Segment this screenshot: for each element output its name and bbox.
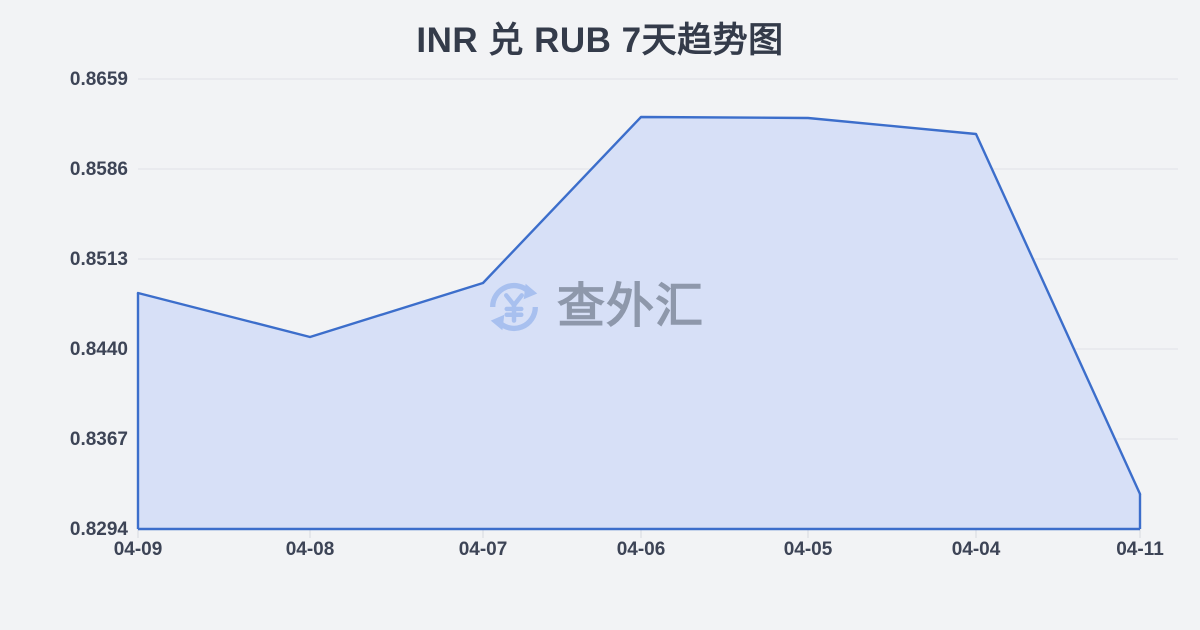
x-axis-tick-label: 04-08 (285, 539, 335, 560)
series-area-fill (138, 117, 1140, 529)
x-axis-tick-label: 04-05 (783, 539, 833, 560)
y-axis-tick-label: 0.8659 (69, 69, 128, 90)
x-axis-ticks (137, 529, 1141, 538)
x-axis-tick-label: 04-04 (951, 539, 1001, 560)
x-axis-tick-label: 04-06 (616, 539, 666, 560)
x-axis-tick-label: 04-07 (458, 539, 508, 560)
x-axis-tick-label: 04-11 (1116, 539, 1164, 560)
y-axis-tick-label: 0.8586 (69, 159, 128, 180)
series-line (136, 115, 1142, 496)
page-title: INR 兑 RUB 7天趋势图 (416, 21, 784, 60)
y-axis-tick-label: 0.8367 (69, 429, 128, 450)
y-axis-tick-label: 0.8294 (69, 519, 128, 540)
y-axis-tick-label: 0.8513 (69, 249, 128, 270)
x-axis-tick-label: 04-09 (113, 539, 163, 560)
y-axis-tick-label: 0.8440 (69, 339, 128, 360)
